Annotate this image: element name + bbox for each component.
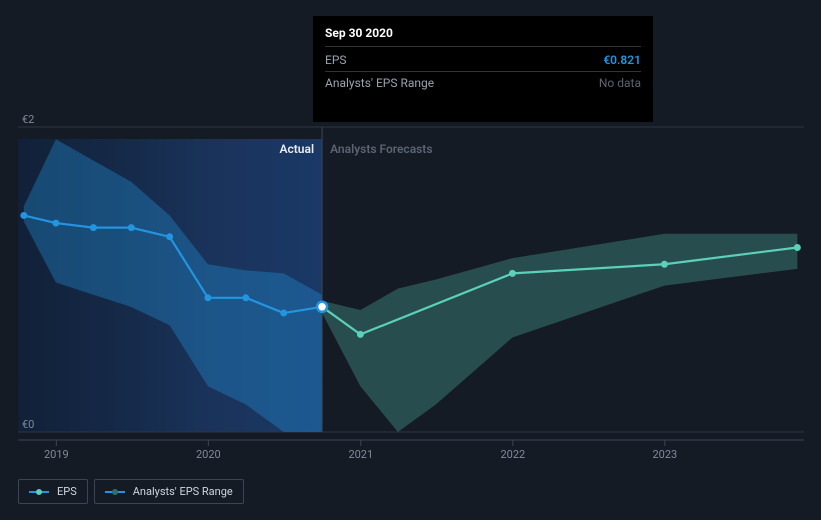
- svg-text:2019: 2019: [44, 448, 69, 461]
- legend-swatch-eps: [29, 489, 49, 495]
- tooltip-label-eps: EPS: [325, 53, 347, 67]
- tooltip-label-range: Analysts' EPS Range: [325, 76, 434, 90]
- svg-text:2021: 2021: [348, 448, 373, 461]
- legend-label-range: Analysts' EPS Range: [133, 485, 233, 498]
- legend: EPS Analysts' EPS Range: [18, 479, 244, 504]
- svg-text:2023: 2023: [653, 448, 678, 461]
- tooltip-value-eps: €0.821: [603, 53, 641, 67]
- tooltip-row-eps: EPS €0.821: [325, 51, 641, 69]
- tooltip-value-range: No data: [599, 76, 641, 90]
- legend-label-eps: EPS: [57, 485, 77, 498]
- svg-text:Actual: Actual: [280, 142, 315, 156]
- svg-text:Analysts Forecasts: Analysts Forecasts: [330, 142, 432, 156]
- tooltip-row-range: Analysts' EPS Range No data: [325, 71, 641, 92]
- hover-tooltip: Sep 30 2020 EPS €0.821 Analysts' EPS Ran…: [313, 16, 653, 122]
- svg-text:2020: 2020: [196, 448, 221, 461]
- legend-item-range[interactable]: Analysts' EPS Range: [94, 479, 244, 504]
- tooltip-date: Sep 30 2020: [325, 26, 641, 47]
- eps-chart: €0 €2 Actual Analysts Forecasts 2019 2020 2021…: [0, 0, 821, 520]
- svg-text:2022: 2022: [500, 448, 525, 461]
- svg-text:€2: €2: [22, 113, 34, 126]
- legend-item-eps[interactable]: EPS: [18, 479, 88, 504]
- svg-text:€0: €0: [22, 418, 34, 431]
- legend-swatch-range: [105, 489, 125, 495]
